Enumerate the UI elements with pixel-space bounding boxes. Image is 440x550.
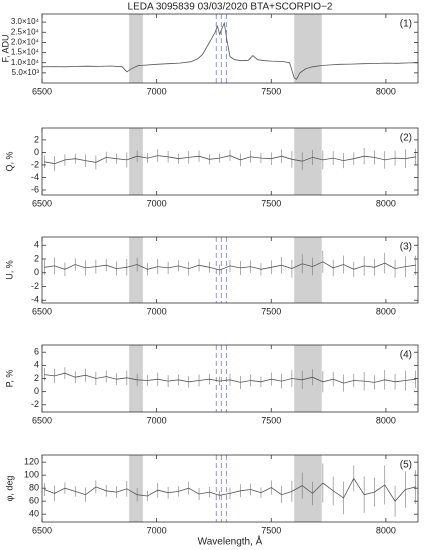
shaded-band bbox=[129, 345, 143, 412]
x-tick-label: 7500 bbox=[261, 198, 281, 208]
y-tick-label: 4 bbox=[34, 360, 39, 370]
shaded-band bbox=[129, 237, 143, 303]
y-tick-label: 1.0×10⁴ bbox=[11, 58, 40, 67]
x-tick-label: 7000 bbox=[147, 306, 167, 316]
plot-frame bbox=[41, 13, 419, 84]
plot-frame bbox=[41, 236, 419, 304]
y-tick-label: 40 bbox=[29, 509, 39, 519]
x-tick-label: 7500 bbox=[261, 525, 281, 535]
data-line bbox=[44, 261, 416, 271]
x-tick-label: 7500 bbox=[261, 306, 281, 316]
panel-label: (2) bbox=[400, 133, 412, 144]
y-tick-label: 1.5×10⁴ bbox=[11, 48, 40, 57]
x-tick-label: 8000 bbox=[376, 525, 396, 535]
y-tick-label: 80 bbox=[29, 483, 39, 493]
x-tick-label: 6500 bbox=[32, 86, 52, 96]
data-line bbox=[44, 477, 416, 502]
x-tick-label: 6500 bbox=[32, 415, 52, 425]
x-tick-label: 7000 bbox=[147, 198, 167, 208]
shaded-band bbox=[129, 455, 143, 522]
panel-label: (4) bbox=[400, 350, 412, 361]
y-tick-label: -4 bbox=[31, 295, 39, 305]
y-tick-label: -2 bbox=[31, 281, 39, 291]
y-tick-label: -2 bbox=[31, 399, 39, 409]
y-tick-label: 6 bbox=[34, 347, 39, 357]
x-tick-label: 7500 bbox=[261, 415, 281, 425]
data-line bbox=[44, 372, 416, 384]
x-tick-label: 8000 bbox=[376, 86, 396, 96]
y-tick-label: 5.0×10³ bbox=[12, 68, 40, 77]
y-tick-label: 120 bbox=[24, 457, 39, 467]
panel-label: (1) bbox=[400, 19, 412, 30]
shaded-band bbox=[294, 128, 322, 195]
x-tick-label: 6500 bbox=[32, 198, 52, 208]
x-tick-label: 7500 bbox=[261, 86, 281, 96]
y-axis-label: U, % bbox=[4, 260, 14, 280]
x-tick-label: 7000 bbox=[147, 86, 167, 96]
y-tick-label: 2 bbox=[34, 134, 39, 144]
shaded-band bbox=[294, 237, 322, 303]
x-tick-label: 8000 bbox=[376, 306, 396, 316]
y-tick-label: 2 bbox=[34, 253, 39, 263]
shaded-band bbox=[129, 128, 143, 195]
y-axis-label: Q, % bbox=[4, 151, 14, 171]
shaded-band bbox=[129, 14, 143, 83]
x-tick-label: 7000 bbox=[147, 525, 167, 535]
x-tick-label: 8000 bbox=[376, 415, 396, 425]
y-tick-label: -4 bbox=[31, 172, 39, 182]
y-tick-label: 60 bbox=[29, 496, 39, 506]
panel-label: (3) bbox=[400, 242, 412, 253]
x-tick-label: 7000 bbox=[147, 415, 167, 425]
x-tick-label: 6500 bbox=[32, 306, 52, 316]
shaded-band bbox=[294, 14, 322, 83]
y-tick-label: -6 bbox=[31, 184, 39, 194]
y-tick-label: 100 bbox=[24, 470, 39, 480]
panel-label: (5) bbox=[400, 460, 412, 471]
y-tick-label: 0 bbox=[34, 147, 39, 157]
y-axis-label: φ, deg bbox=[4, 476, 14, 502]
y-axis-label: F, ADU bbox=[0, 34, 10, 62]
y-tick-label: 2 bbox=[34, 373, 39, 383]
y-tick-label: 4 bbox=[34, 240, 39, 250]
x-axis-label: Wavelength, Å bbox=[198, 535, 263, 548]
y-tick-label: 2.5×10⁴ bbox=[11, 27, 40, 36]
y-tick-label: 3.0×10⁴ bbox=[11, 17, 40, 26]
data-line bbox=[41, 21, 419, 80]
y-tick-label: 0 bbox=[34, 386, 39, 396]
y-tick-label: 2.0×10⁴ bbox=[11, 38, 40, 47]
y-tick-label: -2 bbox=[31, 159, 39, 169]
x-tick-label: 8000 bbox=[376, 198, 396, 208]
y-axis-label: P, % bbox=[4, 370, 14, 388]
data-line bbox=[44, 155, 416, 165]
y-tick-label: 0 bbox=[34, 267, 39, 277]
chart-title: LEDA 3095839 03/03/2020 BTA+SCORPIO−2 bbox=[128, 2, 333, 13]
x-tick-label: 6500 bbox=[32, 525, 52, 535]
plot-frame bbox=[41, 127, 419, 196]
